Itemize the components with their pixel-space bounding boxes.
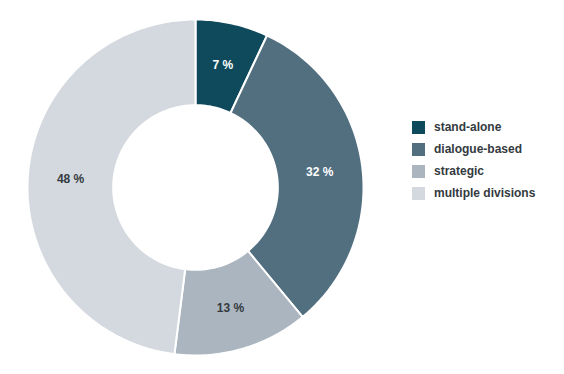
svg-text:7 %: 7 % — [212, 58, 233, 72]
html-text:dialogue-based: dialogue-based — [434, 142, 522, 156]
html-text:strategic: strategic — [434, 164, 484, 178]
svg-text:32 %: 32 % — [306, 165, 334, 179]
html-text:stand-alone: stand-alone — [434, 120, 502, 134]
svg-text:13 %: 13 % — [217, 301, 245, 315]
svg-text:48 %: 48 % — [57, 172, 85, 186]
html-text:multiple divisions: multiple divisions — [434, 186, 536, 200]
